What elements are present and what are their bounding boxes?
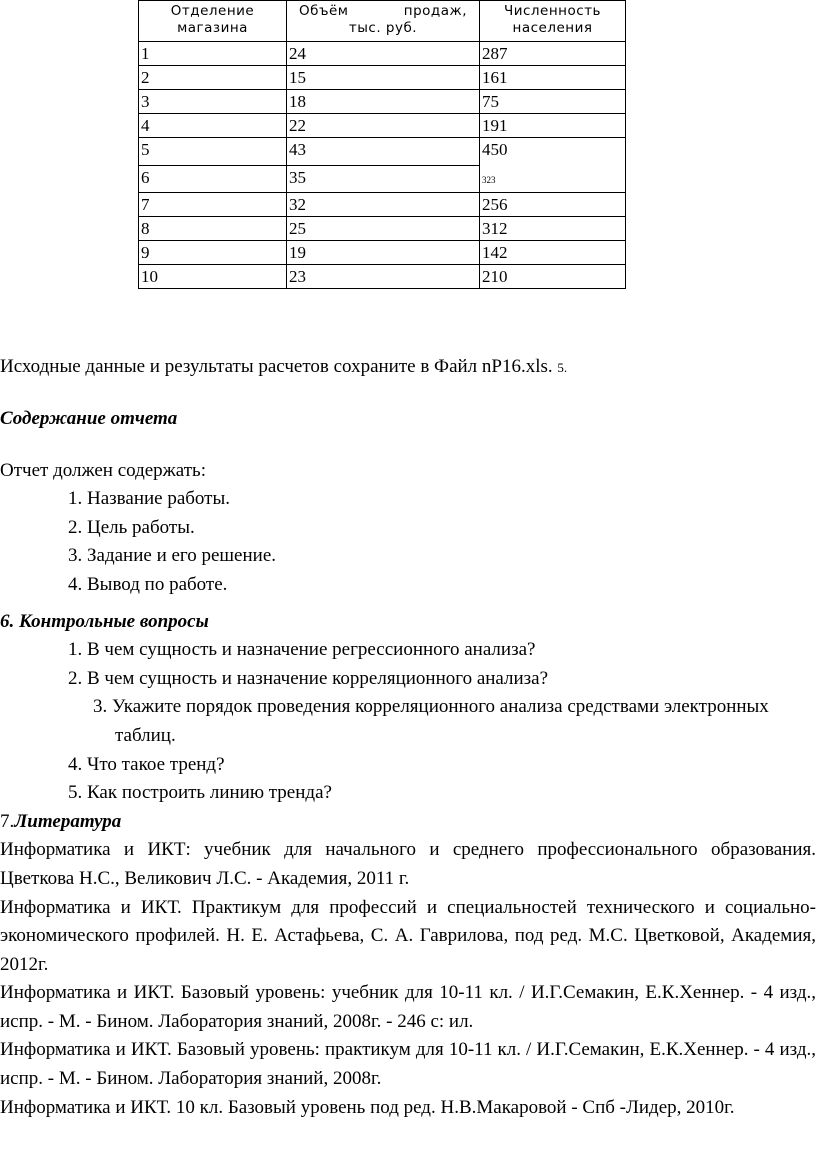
cell-sales: 22 — [286, 113, 480, 138]
table-header: Отделение магазина Объём продаж, тыс. руб… — [138, 0, 626, 42]
table-row: 9 19 142 — [138, 240, 626, 265]
table-row: 7 32 256 — [138, 192, 626, 217]
report-section: Содержание отчета Отчет должен содержать… — [0, 405, 816, 1122]
table-row: 5 43 450 323 — [138, 137, 626, 193]
cell-sales: 35 — [286, 164, 480, 193]
list-item: 1. Название работы. — [68, 488, 231, 510]
header-sales: Объём продаж, тыс. руб. — [286, 0, 480, 42]
literature-item: Информатика и ИКТ. 10 кл. Базовый уровен… — [0, 1096, 735, 1118]
cell-value: 323 — [482, 175, 496, 185]
cell-sales: 15 — [286, 65, 480, 90]
table-row: 2 15 161 — [138, 65, 626, 90]
cell-value: 450 — [482, 140, 508, 159]
report-intro: Отчет должен содержать: — [0, 459, 206, 481]
cell-sales: 32 — [286, 192, 480, 217]
table-row: 8 25 312 — [138, 216, 626, 241]
cell-department: 1 — [138, 41, 287, 66]
cell-population: 256 — [479, 192, 626, 217]
cell-sales: 19 — [286, 240, 480, 265]
list-item: 4. Что такое тренд? — [68, 753, 225, 775]
list-item: 3. Задание и его решение. — [68, 545, 277, 567]
cell-department: 3 — [138, 89, 287, 114]
cell-department: 6 — [138, 164, 287, 193]
cell-population: 75 — [479, 89, 626, 114]
save-note: Исходные данные и результаты расчетов со… — [0, 356, 568, 377]
cell-population: 450 323 — [479, 137, 626, 193]
cell-department: 7 — [138, 192, 287, 217]
literature-title: 7.Литература — [0, 810, 122, 832]
list-item: 3. Укажите порядок проведения корреляцио… — [93, 696, 769, 746]
table-row: 10 23 210 — [138, 264, 626, 289]
questions-title: 6. Контрольные вопросы — [0, 610, 209, 632]
cell-department: 4 — [138, 113, 287, 138]
cell-department: 9 — [138, 240, 287, 265]
data-table: Отделение магазина Объём продаж, тыс. руб… — [138, 0, 626, 289]
cell-population: 287 — [479, 41, 626, 66]
table-row: 4 22 191 — [138, 113, 626, 138]
literature-item: Информатика и ИКТ: учебник для начальног… — [0, 839, 816, 889]
header-department: Отделение магазина — [138, 0, 287, 42]
list-item: 2. Цель работы. — [68, 516, 195, 538]
cell-department: 2 — [138, 65, 287, 90]
table-row: 3 18 75 — [138, 89, 626, 114]
list-item: 2. В чем сущность и назначение корреляци… — [68, 667, 549, 689]
cell-sales: 25 — [286, 216, 480, 241]
cell-sales: 43 — [286, 137, 480, 166]
literature-item: Информатика и ИКТ. Базовый уровень: учеб… — [0, 982, 816, 1032]
cell-population: 161 — [479, 65, 626, 90]
header-population: Численность населения — [479, 0, 626, 42]
cell-population: 191 — [479, 113, 626, 138]
list-item: 1. В чем сущность и назначение регрессио… — [68, 639, 536, 661]
report-title: Содержание отчета — [0, 408, 178, 429]
list-item: 5. Как построить линию тренда? — [68, 782, 332, 804]
cell-sales: 18 — [286, 89, 480, 114]
literature-item: Информатика и ИКТ. Базовый уровень: прак… — [0, 1039, 816, 1090]
list-item: 4. Вывод по работе. — [68, 573, 228, 595]
cell-sales: 23 — [286, 264, 480, 289]
cell-population: 210 — [479, 264, 626, 289]
literature-item: Информатика и ИКТ. Практикум для професс… — [0, 896, 816, 975]
cell-department: 8 — [138, 216, 287, 241]
cell-population: 312 — [479, 216, 626, 241]
cell-department: 10 — [138, 264, 287, 289]
cell-population: 142 — [479, 240, 626, 265]
cell-department: 5 — [138, 137, 287, 166]
cell-sales: 24 — [286, 41, 480, 66]
table-row: 1 24 287 — [138, 41, 626, 66]
